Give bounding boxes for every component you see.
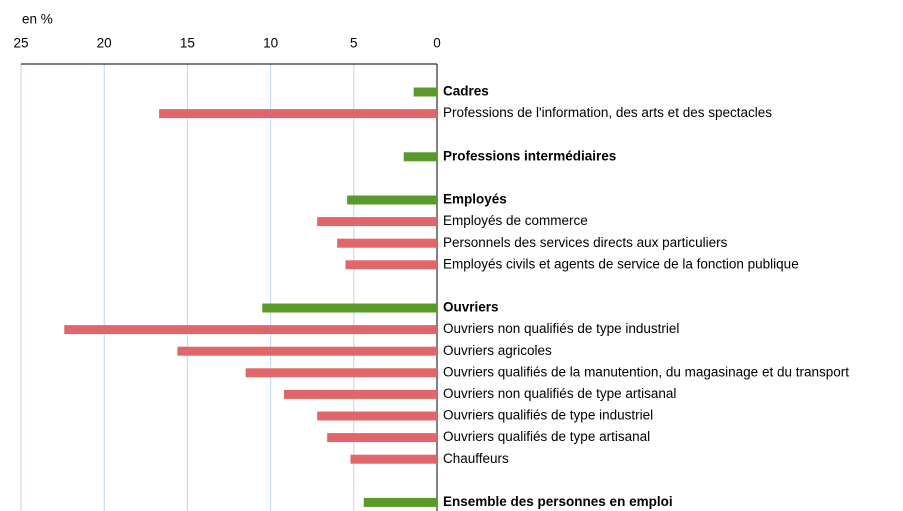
x-tick-label: 0: [433, 36, 441, 51]
category-label: Professions intermédiaires: [443, 148, 616, 163]
category-label: Ouvriers non qualifiés de type artisanal: [443, 386, 676, 401]
category-label: Professions de l'information, des arts e…: [443, 105, 772, 120]
bar: [327, 433, 437, 443]
axis-label: en %: [22, 12, 53, 27]
bar: [347, 195, 437, 205]
bar: [283, 389, 437, 399]
x-tick-label: 5: [350, 36, 358, 51]
category-label: Ouvriers qualifiés de type artisanal: [443, 429, 650, 444]
bar: [245, 368, 437, 378]
category-label: Ouvriers: [443, 300, 499, 315]
x-tick-label: 20: [97, 36, 112, 51]
bar: [363, 497, 437, 507]
bar: [177, 346, 437, 356]
category-label: Ouvriers agricoles: [443, 343, 552, 358]
category-label: Ouvriers non qualifiés de type industrie…: [443, 321, 679, 336]
bar: [403, 152, 437, 162]
category-label: Ouvriers qualifiés de type industriel: [443, 408, 653, 423]
category-label: Ouvriers qualifiés de la manutention, du…: [443, 364, 849, 379]
bar: [350, 454, 437, 464]
bar: [413, 87, 437, 97]
x-tick-label: 25: [13, 36, 28, 51]
category-label: Ensemble des personnes en emploi: [443, 494, 673, 509]
category-label: Employés civils et agents de service de …: [443, 256, 799, 271]
category-label: Chauffeurs: [443, 451, 509, 466]
bar: [317, 217, 437, 227]
bar: [337, 238, 437, 248]
x-tick-label: 15: [180, 36, 195, 51]
bar: [64, 325, 437, 335]
category-label: Employés: [443, 192, 507, 207]
x-tick-label: 10: [263, 36, 278, 51]
bar: [262, 303, 437, 313]
category-label: Employés de commerce: [443, 213, 588, 228]
bar: [345, 260, 437, 270]
bar: [317, 411, 437, 421]
bar: [159, 109, 437, 119]
category-label: Personnels des services directs aux part…: [443, 235, 728, 250]
category-label: Cadres: [443, 84, 489, 99]
